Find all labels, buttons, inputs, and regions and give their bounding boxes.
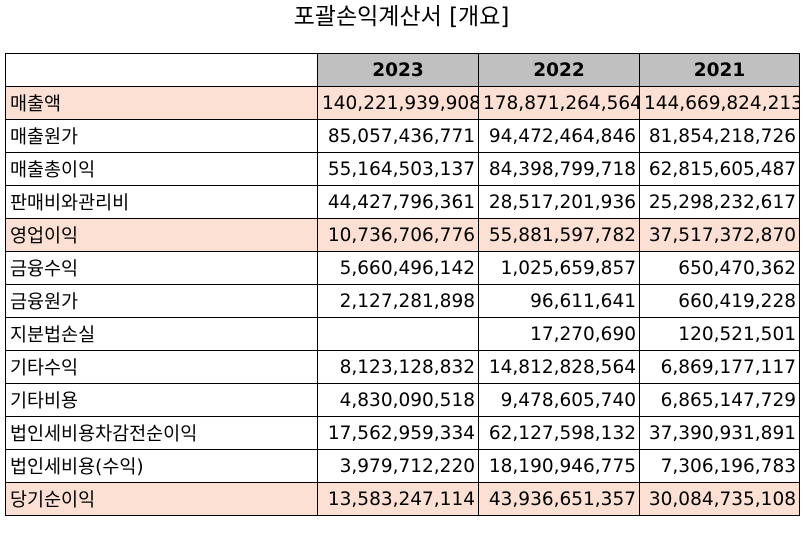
value-cell-2022: 96,611,641 (478, 284, 640, 318)
table-row: 매출액 140,221,939,908 178,871,264,564 144,669… (5, 86, 800, 120)
value-cell-2021: 30,084,735,108 (639, 482, 800, 516)
value-cell-2023: 10,736,706,776 (317, 218, 479, 252)
row-label: 매출액 (5, 86, 318, 120)
year-header-2021: 2021 (639, 53, 800, 87)
table-row: 당기순이익 13,583,247,114 43,936,651,357 30,084,… (5, 482, 800, 516)
value-cell-2022: 55,881,597,782 (478, 218, 640, 252)
value-cell-2023: 3,979,712,220 (317, 449, 479, 483)
value-cell-2021: 62,815,605,487 (639, 152, 800, 186)
value-cell-2023: 55,164,503,137 (317, 152, 479, 186)
table-row: 영업이익 10,736,706,776 55,881,597,782 37,517,3… (5, 218, 800, 252)
table-row: 법인세비용차감전순이익 17,562,959,334 62,127,598,132 3… (5, 416, 800, 450)
value-cell-2021: 37,390,931,891 (639, 416, 800, 450)
row-label: 기타수익 (5, 350, 318, 384)
value-cell-2021: 37,517,372,870 (639, 218, 800, 252)
row-label: 매출총이익 (5, 152, 318, 186)
value-cell-2022: 94,472,464,846 (478, 119, 640, 153)
table-row: 금융원가 2,127,281,898 96,611,641 660,419,228 (5, 284, 800, 318)
value-cell-2021: 144,669,824,213 (639, 86, 800, 120)
value-cell-2023: 5,660,496,142 (317, 251, 479, 285)
value-cell-2023: 8,123,128,832 (317, 350, 479, 384)
row-label: 기타비용 (5, 383, 318, 417)
value-cell-2023: 4,830,090,518 (317, 383, 479, 417)
row-label: 법인세비용차감전순이익 (5, 416, 318, 450)
value-cell-2022: 28,517,201,936 (478, 185, 640, 219)
value-cell-2021: 660,419,228 (639, 284, 800, 318)
income-statement-table: 2023 2022 2021 매출액 140,221,939,908 178,871… (5, 53, 800, 516)
table-row: 판매비와관리비 44,427,796,361 28,517,201,936 25,29… (5, 185, 800, 219)
value-cell-2023: 140,221,939,908 (317, 86, 479, 120)
page-title: 포괄손익계산서 [개요] (293, 4, 510, 30)
year-header-2023: 2023 (317, 53, 479, 87)
row-label: 영업이익 (5, 218, 318, 252)
table-row: 지분법손실 17,270,690 120,521,501 (5, 317, 800, 351)
value-cell-2022: 1,025,659,857 (478, 251, 640, 285)
value-cell-2022: 178,871,264,564 (478, 86, 640, 120)
value-cell-2023: 85,057,436,771 (317, 119, 479, 153)
table-row: 기타비용 4,830,090,518 9,478,605,740 6,865,147,… (5, 383, 800, 417)
row-label: 지분법손실 (5, 317, 318, 351)
table-row: 법인세비용(수익) 3,979,712,220 18,190,946,775 7,30… (5, 449, 800, 483)
value-cell-2023: 17,562,959,334 (317, 416, 479, 450)
value-cell-2021: 650,470,362 (639, 251, 800, 285)
value-cell-2021: 81,854,218,726 (639, 119, 800, 153)
value-cell-2021: 7,306,196,783 (639, 449, 800, 483)
table-row: 기타수익 8,123,128,832 14,812,828,564 6,869,177… (5, 350, 800, 384)
year-header-2022: 2022 (478, 53, 640, 87)
value-cell-2023 (317, 317, 479, 351)
row-label: 매출원가 (5, 119, 318, 153)
value-cell-2023: 13,583,247,114 (317, 482, 479, 516)
table-row: 매출원가 85,057,436,771 94,472,464,846 81,854,2… (5, 119, 800, 153)
row-label: 법인세비용(수익) (5, 449, 318, 483)
table-row: 금융수익 5,660,496,142 1,025,659,857 650,470,36… (5, 251, 800, 285)
value-cell-2021: 120,521,501 (639, 317, 800, 351)
row-label: 당기순이익 (5, 482, 318, 516)
value-cell-2022: 17,270,690 (478, 317, 640, 351)
value-cell-2022: 14,812,828,564 (478, 350, 640, 384)
value-cell-2022: 84,398,799,718 (478, 152, 640, 186)
value-cell-2022: 18,190,946,775 (478, 449, 640, 483)
row-label: 금융원가 (5, 284, 318, 318)
row-label: 금융수익 (5, 251, 318, 285)
header-row: 2023 2022 2021 (5, 53, 800, 87)
table-row: 매출총이익 55,164,503,137 84,398,799,718 62,815,… (5, 152, 800, 186)
value-cell-2021: 25,298,232,617 (639, 185, 800, 219)
value-cell-2021: 6,865,147,729 (639, 383, 800, 417)
header-blank-cell (5, 53, 318, 87)
value-cell-2023: 2,127,281,898 (317, 284, 479, 318)
row-label: 판매비와관리비 (5, 185, 318, 219)
value-cell-2022: 62,127,598,132 (478, 416, 640, 450)
value-cell-2022: 9,478,605,740 (478, 383, 640, 417)
value-cell-2022: 43,936,651,357 (478, 482, 640, 516)
value-cell-2021: 6,869,177,117 (639, 350, 800, 384)
value-cell-2023: 44,427,796,361 (317, 185, 479, 219)
